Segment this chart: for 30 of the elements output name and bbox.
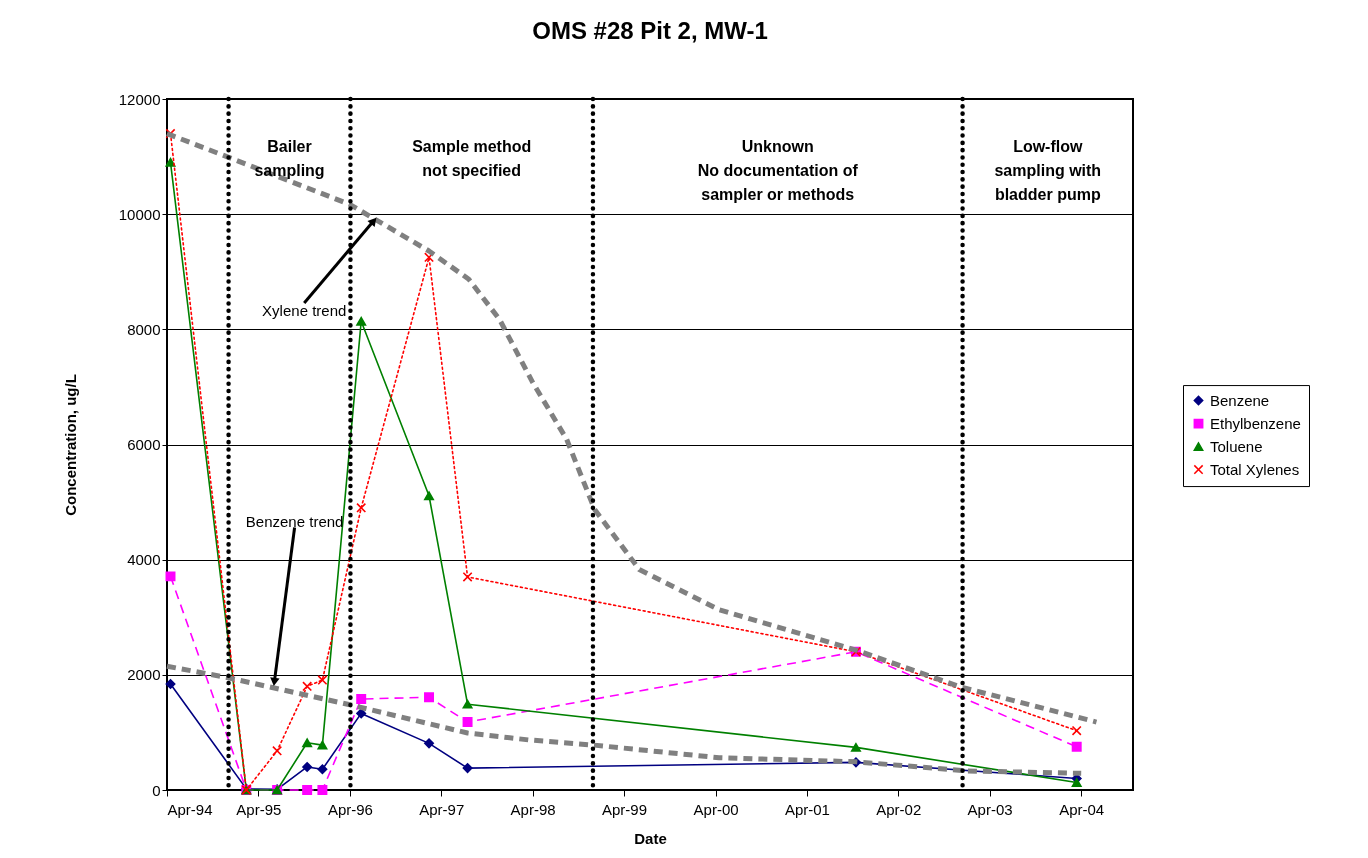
x-tick-label: Apr-96 (327, 800, 373, 818)
x-tick-label: Apr-98 (510, 800, 556, 818)
x-tick-label: Apr-04 (1059, 800, 1105, 818)
annotation: Low-flow sampling with bladder pump (994, 138, 1102, 203)
y-tick-label: 0 (152, 781, 161, 799)
annotation: Xylene trend (262, 301, 347, 319)
legend-label: Total Xylenes (1210, 460, 1300, 478)
y-tick-label: 6000 (127, 436, 161, 453)
x-tick-label: Apr-03 (967, 800, 1013, 818)
chart-title: OMS #28 Pit 2, MW-1 (532, 17, 768, 44)
y-tick-label: 10000 (118, 205, 161, 223)
x-tick-label: Apr-99 (601, 800, 647, 818)
y-tick-label: 12000 (118, 90, 161, 108)
x-axis-title: Date (634, 829, 667, 847)
x-tick-label: Apr-95 (236, 800, 282, 818)
x-tick-label: Apr-00 (693, 800, 739, 818)
legend-label: Ethylbenzene (1210, 414, 1301, 432)
y-tick-label: 2000 (127, 666, 161, 684)
y-tick-label: 4000 (127, 551, 161, 569)
annotation: Bailer sampling (254, 138, 325, 179)
legend-label: Benzene (1210, 391, 1270, 409)
legend-label: Toluene (1210, 437, 1263, 455)
annotation: Unknown No documentation of sampler or methods (697, 138, 859, 203)
annotation: Sample method not specified (412, 138, 532, 179)
x-tick-label: Apr-97 (419, 800, 465, 818)
y-tick-label: 8000 (127, 320, 161, 338)
y-axis-title: Concentration, ug/L (61, 374, 79, 516)
x-tick-label: Apr-01 (784, 800, 830, 818)
x-tick-label: Apr-02 (876, 800, 922, 818)
x-tick-label: Apr-94 (167, 800, 213, 818)
